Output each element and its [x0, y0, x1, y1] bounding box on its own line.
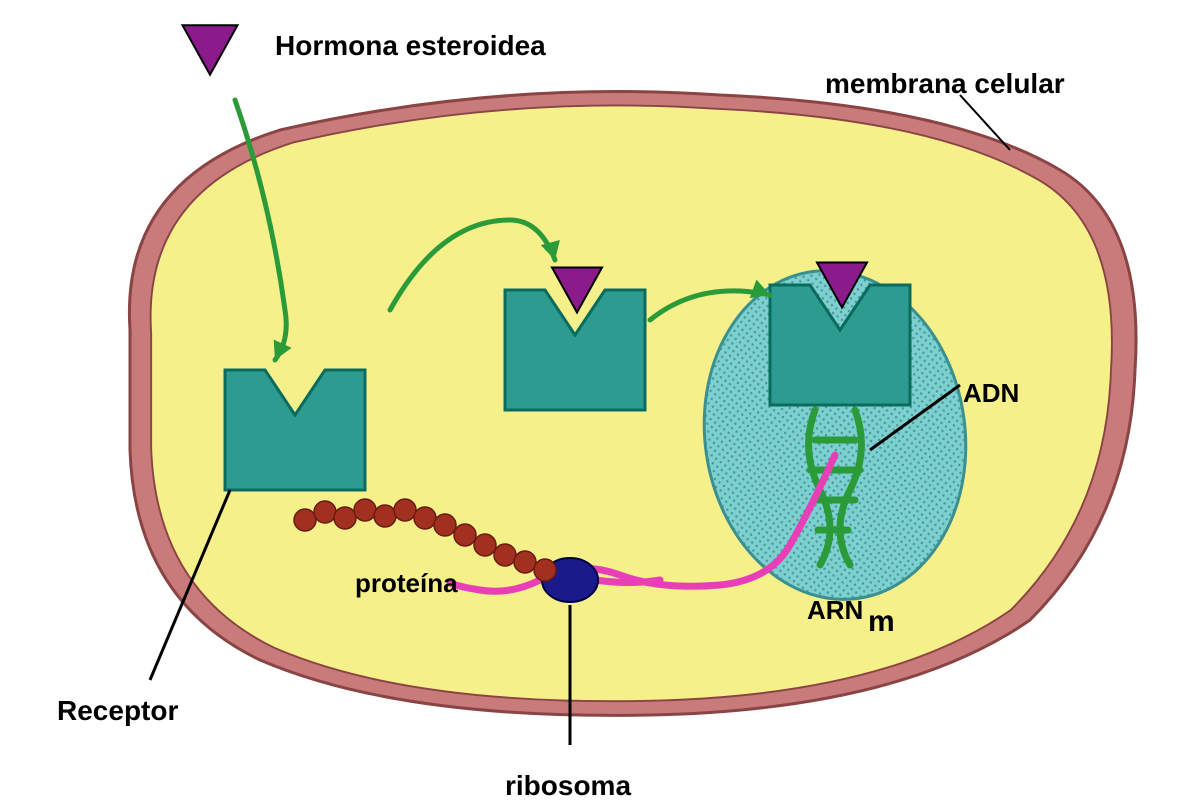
- cell-diagram: [0, 0, 1200, 800]
- protein-bead: [334, 507, 356, 529]
- label-mrna_sub: m: [868, 605, 895, 639]
- hormone-triangle-1: [183, 25, 238, 75]
- protein-bead: [514, 551, 536, 573]
- protein-bead: [374, 505, 396, 527]
- label-dna: ADN: [963, 378, 1019, 409]
- protein-bead: [434, 514, 456, 536]
- protein-bead: [494, 544, 516, 566]
- protein-bead: [534, 559, 556, 581]
- protein-bead: [394, 499, 416, 521]
- label-ribosome: ribosoma: [505, 770, 631, 802]
- label-protein: proteína: [355, 568, 458, 599]
- protein-bead: [294, 509, 316, 531]
- protein-bead: [414, 507, 436, 529]
- label-membrane: membrana celular: [825, 68, 1065, 100]
- label-receptor: Receptor: [57, 695, 178, 727]
- protein-bead: [354, 499, 376, 521]
- protein-bead: [474, 534, 496, 556]
- protein-bead: [314, 501, 336, 523]
- mrna-tail: [595, 580, 660, 583]
- label-mrna: ARN: [807, 595, 863, 626]
- label-hormone: Hormona esteroidea: [275, 30, 546, 62]
- protein-bead: [454, 524, 476, 546]
